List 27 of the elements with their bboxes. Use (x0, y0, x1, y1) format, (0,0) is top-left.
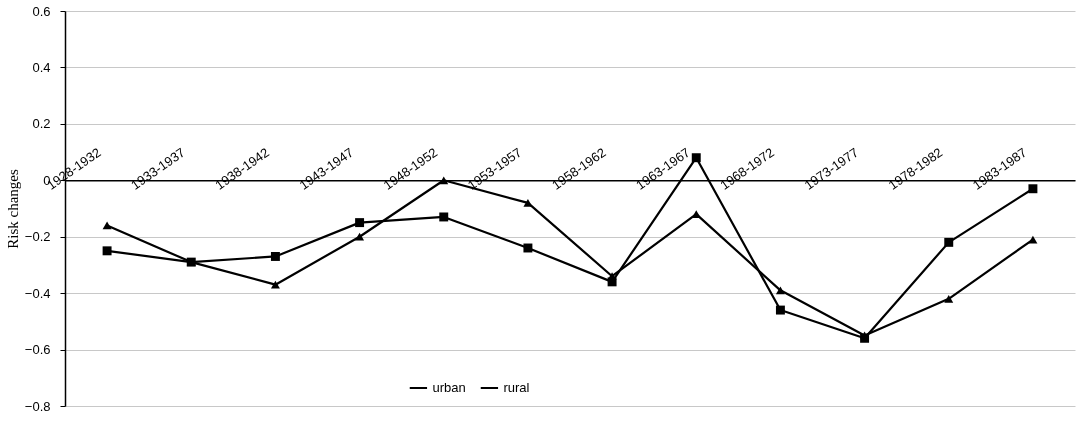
y-tick-label: 0.6 (32, 3, 51, 19)
point (102, 246, 112, 256)
y-tick-label: −0.8 (24, 398, 51, 414)
y-tick-label: 0.4 (32, 59, 51, 75)
y-tick-label: −0.6 (24, 342, 51, 358)
point (944, 237, 954, 247)
y-axis-title: Risk changes (4, 169, 21, 249)
y-tick-label: 0.2 (32, 116, 51, 132)
point (355, 232, 365, 241)
point (439, 212, 449, 222)
point (775, 305, 785, 315)
legend-label: urban (432, 380, 466, 395)
point (944, 294, 954, 303)
point (1028, 184, 1038, 194)
point (270, 251, 280, 261)
y-tick-label: −0.4 (24, 285, 51, 301)
point (439, 176, 449, 185)
point (523, 243, 533, 253)
y-tick-label: −0.2 (24, 229, 51, 245)
point (523, 198, 533, 207)
point (691, 153, 701, 163)
legend-label: rural (503, 380, 530, 395)
point (607, 272, 617, 281)
point (355, 218, 365, 228)
point (775, 286, 785, 295)
point (270, 280, 280, 289)
point (102, 221, 112, 230)
